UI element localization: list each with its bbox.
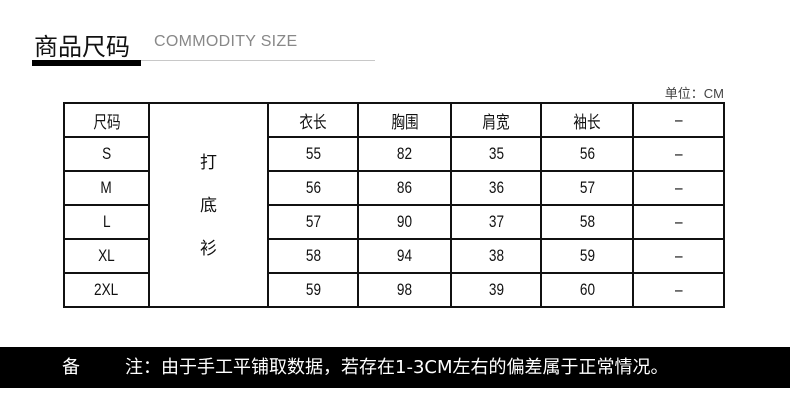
value-cell: 57 [267, 204, 359, 240]
style-char: 底 [200, 195, 217, 215]
style-cell: 打 底 衫 [148, 102, 269, 308]
value-cell: 59 [267, 272, 359, 308]
table-row: L 57 90 37 58 – [63, 204, 725, 240]
value-cell: 55 [267, 136, 359, 172]
value-cell: 86 [357, 170, 452, 206]
table-row: M 56 86 36 57 – [63, 170, 725, 206]
value-cell: 39 [450, 272, 542, 308]
section-subtitle: COMMODITY SIZE [154, 33, 298, 50]
value-cell: 36 [450, 170, 542, 206]
value-cell: – [632, 272, 725, 308]
size-table: 尺码 打 底 衫 衣长 胸围 肩宽 袖长 – S 55 82 35 56 – M… [63, 102, 725, 308]
value-cell: 98 [357, 272, 452, 308]
header-cell: – [632, 102, 725, 138]
size-cell: 2XL [63, 272, 150, 308]
size-cell: L [63, 204, 150, 240]
value-cell: – [632, 204, 725, 240]
value-cell: 57 [540, 170, 634, 206]
value-cell: 59 [540, 238, 634, 274]
note-text: 注：由于手工平铺取数据，若存在1-3CM左右的偏差属于正常情况。 [125, 357, 669, 378]
unit-label: 单位：CM [664, 86, 724, 101]
value-cell: 37 [450, 204, 542, 240]
title-underline [32, 60, 141, 66]
value-cell: 38 [450, 238, 542, 274]
value-cell: 94 [357, 238, 452, 274]
divider [32, 60, 375, 61]
header-cell: 尺码 [63, 102, 150, 138]
table-header-row: 尺码 打 底 衫 衣长 胸围 肩宽 袖长 – [63, 102, 725, 308]
section-title: 商品尺码 [34, 33, 130, 61]
value-cell: – [632, 238, 725, 274]
value-cell: – [632, 170, 725, 206]
table-row: S 55 82 35 56 – [63, 136, 725, 172]
value-cell: 90 [357, 204, 452, 240]
table-row: XL 58 94 38 59 – [63, 238, 725, 274]
header-cell: 胸围 [357, 102, 452, 138]
style-char: 打 [200, 152, 217, 172]
value-cell: 58 [267, 238, 359, 274]
value-cell: – [632, 136, 725, 172]
note-label: 备 [62, 357, 80, 378]
size-cell: XL [63, 238, 150, 274]
value-cell: 82 [357, 136, 452, 172]
style-char: 衫 [200, 238, 217, 258]
value-cell: 60 [540, 272, 634, 308]
table-row: 2XL 59 98 39 60 – [63, 272, 725, 308]
header-cell: 肩宽 [450, 102, 542, 138]
value-cell: 35 [450, 136, 542, 172]
value-cell: 58 [540, 204, 634, 240]
note-bar: 备 注：由于手工平铺取数据，若存在1-3CM左右的偏差属于正常情况。 [0, 347, 790, 388]
value-cell: 56 [267, 170, 359, 206]
value-cell: 56 [540, 136, 634, 172]
header-cell: 衣长 [267, 102, 359, 138]
size-cell: M [63, 170, 150, 206]
size-cell: S [63, 136, 150, 172]
header-cell: 袖长 [540, 102, 634, 138]
